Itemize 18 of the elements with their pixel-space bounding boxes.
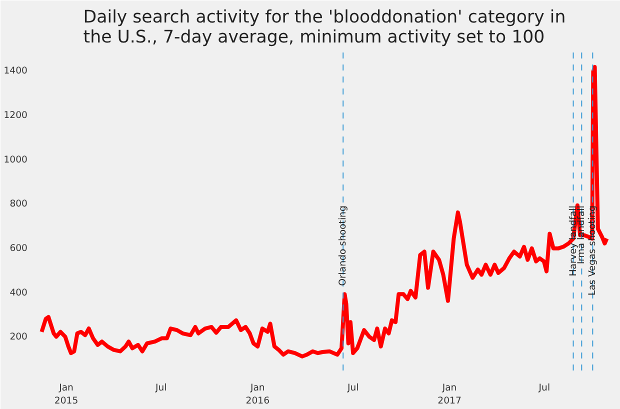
x-tick-label: Jan 2016 [246, 382, 270, 407]
y-tick-label: 200 [10, 332, 28, 343]
x-tick-label: Jul [346, 382, 359, 394]
ref-line-label: Irma landfall [576, 206, 588, 264]
y-tick-label: 400 [10, 287, 28, 298]
chart-title: Daily search activity for the 'blooddonation' category in the U.S., 7-day average, minimum activity set to 100 [83, 8, 566, 48]
y-tick-label: 1400 [4, 66, 28, 77]
x-tick-label: Jul [154, 382, 167, 394]
y-tick-label: 1200 [4, 110, 28, 122]
y-tick-label: 600 [10, 242, 28, 254]
ref-line-label: Orlando shooting [338, 206, 349, 286]
x-tick-label: Jul [538, 382, 550, 394]
line-series [40, 64, 609, 358]
y-tick-label: 800 [10, 198, 28, 210]
ref-line-label: Las Vegas shooting [587, 206, 598, 296]
x-tick-label: Jan 2017 [438, 382, 462, 407]
y-tick-label: 1000 [4, 154, 28, 166]
x-tick-label: Jan 2015 [54, 382, 78, 407]
